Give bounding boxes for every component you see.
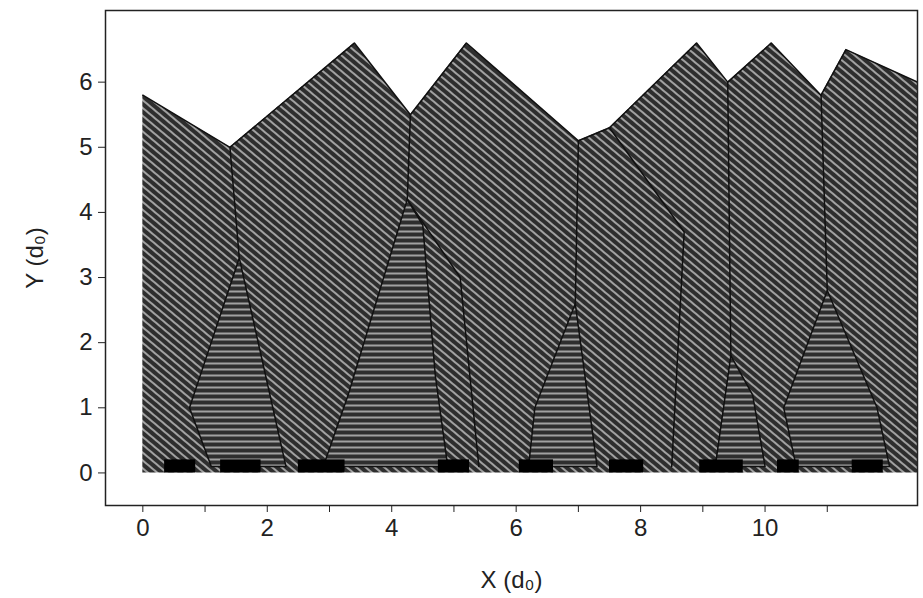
svg-text:6: 6 <box>79 68 92 95</box>
svg-text:X (d₀): X (d₀) <box>481 566 543 593</box>
svg-text:3: 3 <box>79 263 92 290</box>
svg-text:Y (d₀): Y (d₀) <box>21 227 48 289</box>
svg-text:5: 5 <box>79 133 92 160</box>
svg-text:6: 6 <box>509 514 522 541</box>
svg-text:1: 1 <box>79 393 92 420</box>
svg-text:8: 8 <box>634 514 647 541</box>
svg-text:0: 0 <box>79 459 92 486</box>
svg-text:4: 4 <box>385 514 398 541</box>
svg-text:2: 2 <box>261 514 274 541</box>
svg-text:4: 4 <box>79 198 92 225</box>
svg-text:0: 0 <box>136 514 149 541</box>
svg-text:10: 10 <box>752 514 779 541</box>
svg-text:2: 2 <box>79 328 92 355</box>
